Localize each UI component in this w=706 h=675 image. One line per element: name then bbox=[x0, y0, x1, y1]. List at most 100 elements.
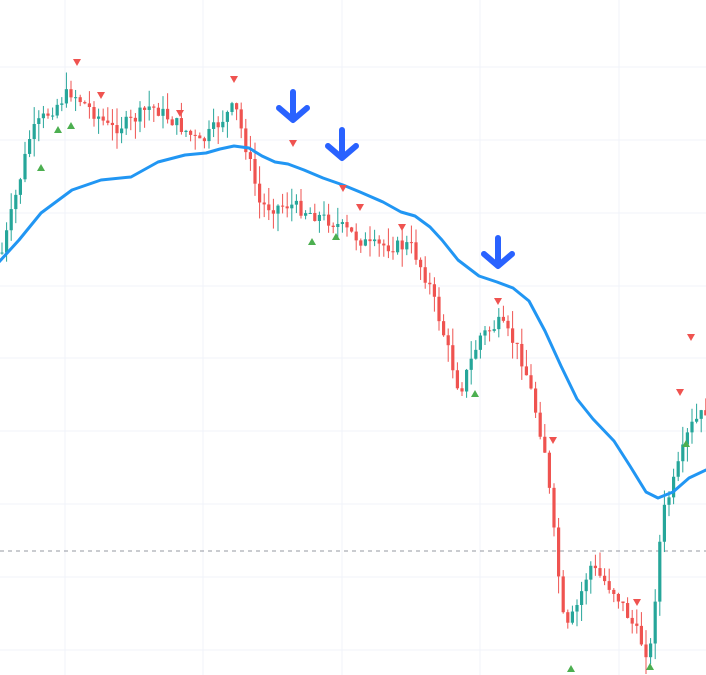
sell-marker bbox=[339, 185, 347, 192]
candle bbox=[271, 198, 275, 229]
candle bbox=[529, 364, 533, 390]
buy-marker bbox=[646, 663, 654, 670]
candle bbox=[465, 368, 469, 398]
sell-marker bbox=[289, 140, 297, 147]
candle bbox=[409, 225, 413, 254]
sell-marker bbox=[398, 224, 406, 231]
candle-body bbox=[83, 102, 87, 104]
candle-series bbox=[0, 72, 706, 674]
candle bbox=[575, 599, 579, 627]
sell-marker bbox=[633, 599, 641, 606]
candle bbox=[377, 235, 381, 257]
candle bbox=[428, 272, 432, 295]
candle bbox=[626, 597, 630, 619]
candle-body bbox=[9, 209, 13, 231]
candle-body bbox=[598, 568, 602, 576]
candle bbox=[672, 468, 676, 505]
candle-body bbox=[423, 267, 427, 283]
candle-body bbox=[405, 242, 409, 250]
candle bbox=[483, 325, 487, 345]
candle-body bbox=[515, 342, 519, 344]
candle bbox=[676, 451, 680, 482]
sell-marker bbox=[97, 92, 105, 99]
candle bbox=[603, 568, 607, 586]
candle-body bbox=[244, 128, 248, 153]
candle-body bbox=[566, 612, 570, 623]
candle-body bbox=[382, 243, 386, 246]
candle bbox=[460, 382, 464, 396]
candle-body bbox=[129, 116, 133, 118]
candle-body bbox=[676, 461, 680, 477]
candle-body bbox=[699, 410, 703, 419]
candle-body bbox=[248, 152, 252, 159]
candle bbox=[184, 129, 188, 137]
candle-body bbox=[285, 206, 289, 209]
candle-body bbox=[317, 214, 321, 221]
candle bbox=[635, 609, 639, 634]
sell-marker bbox=[356, 204, 364, 211]
candle bbox=[23, 141, 27, 183]
candle bbox=[354, 223, 358, 251]
candle-body bbox=[161, 108, 165, 116]
candle bbox=[14, 189, 18, 224]
candle-body bbox=[442, 321, 446, 336]
candle bbox=[350, 226, 354, 233]
moving-average-line bbox=[0, 144, 706, 500]
candle bbox=[658, 534, 662, 616]
candle bbox=[368, 226, 372, 257]
candle bbox=[37, 110, 41, 142]
candle bbox=[474, 340, 478, 360]
candle-body bbox=[690, 421, 694, 433]
candle-body bbox=[469, 358, 473, 370]
candle bbox=[419, 257, 423, 280]
candle bbox=[451, 328, 455, 379]
candle bbox=[78, 94, 82, 107]
candle bbox=[497, 308, 501, 338]
candle-body bbox=[147, 106, 151, 110]
candle bbox=[143, 105, 147, 128]
candle-body bbox=[695, 418, 699, 422]
candle bbox=[589, 561, 593, 594]
candle bbox=[87, 91, 91, 119]
candle bbox=[612, 588, 616, 603]
candle-body bbox=[51, 115, 55, 117]
candle-body bbox=[589, 565, 593, 580]
candle bbox=[639, 612, 643, 646]
candle bbox=[580, 581, 584, 622]
sell-marker bbox=[176, 110, 184, 117]
down-arrow-icon bbox=[325, 127, 359, 161]
candle-body bbox=[345, 222, 349, 228]
candle bbox=[446, 328, 450, 362]
buy-marker bbox=[332, 233, 340, 240]
candle-body bbox=[561, 576, 565, 613]
candle-body bbox=[474, 349, 478, 359]
candle bbox=[382, 239, 386, 257]
candle-body bbox=[529, 375, 533, 389]
candle-body bbox=[138, 107, 142, 122]
candle bbox=[515, 342, 519, 360]
candle-body bbox=[386, 245, 390, 252]
candle-body bbox=[460, 388, 464, 392]
candle bbox=[276, 204, 280, 232]
candle-body bbox=[511, 328, 515, 343]
candle-body bbox=[396, 240, 400, 253]
candle bbox=[598, 552, 602, 578]
candle bbox=[492, 320, 496, 333]
candle-body bbox=[538, 412, 542, 437]
candle bbox=[699, 409, 703, 433]
candle bbox=[74, 89, 78, 112]
candle-body bbox=[593, 565, 597, 569]
candle bbox=[667, 491, 671, 517]
candle bbox=[593, 554, 597, 576]
candle-body bbox=[658, 541, 662, 602]
candle-body bbox=[189, 130, 193, 135]
candle-body bbox=[239, 109, 243, 129]
candle bbox=[336, 207, 340, 238]
candle-body bbox=[437, 296, 441, 322]
candle bbox=[299, 189, 303, 219]
candle-body bbox=[363, 239, 367, 246]
candle-body bbox=[543, 436, 547, 453]
candle-body bbox=[46, 113, 50, 116]
candle bbox=[28, 130, 32, 158]
